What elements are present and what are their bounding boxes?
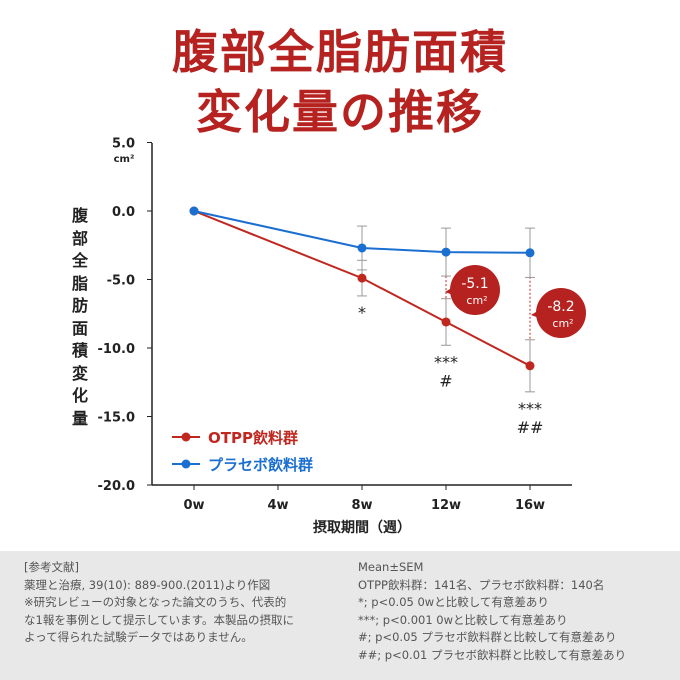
notes-right: Mean±SEM OTPP飲料群：141名、プラセボ飲料群：140名 *; p<0.… <box>358 559 626 664</box>
title-line2: 変化量の推移 <box>196 85 484 139</box>
significance-label: ## <box>517 418 544 437</box>
note-line: #; p<0.05 プラセボ飲料群と比較して有意差あり <box>358 630 617 644</box>
y-axis-label: 腹部全脂肪面積変化量 <box>71 206 88 428</box>
y-tick-label: -10.0 <box>98 342 135 357</box>
data-point <box>189 206 199 216</box>
legend-label: プラセボ飲料群 <box>208 456 313 474</box>
data-point <box>525 248 535 258</box>
y-tick-label: -20.0 <box>98 479 135 494</box>
callout-bubble <box>536 288 586 338</box>
chart: 5.0 0.0 -5.0 -10.0 -15.0 -20.0 cm² 0w 4w 8w 12w 16w… <box>98 137 586 536</box>
note-line: ※研究レビューの対象となった論文のうち、代表的 <box>24 595 287 609</box>
notes-panel: [参考文献] 薬理と治療, 39(10): 889-900.(2011)より作図 ※… <box>0 551 680 680</box>
y-unit: cm² <box>114 154 135 165</box>
callout-unit: cm² <box>552 317 573 330</box>
data-point <box>441 317 451 327</box>
note-line: よって得られた試験データではありません。 <box>24 630 253 644</box>
significance-label: * <box>358 303 366 322</box>
note-line: OTPP飲料群：141名、プラセボ飲料群：140名 <box>358 577 605 592</box>
note-line: ##; p<0.01 プラセボ飲料群と比較して有意差あり <box>358 647 627 662</box>
notes-left: [参考文献] 薬理と治療, 39(10): 889-900.(2011)より作図 ※… <box>24 559 294 647</box>
data-point <box>441 247 451 257</box>
x-tick-label: 12w <box>431 498 461 513</box>
legend-label: OTPP飲料群 <box>208 429 298 447</box>
data-point <box>525 361 535 371</box>
note-line: 薬理と治療, 39(10): 889-900.(2011)より作図 <box>24 577 271 592</box>
x-tick-label: 16w <box>515 498 545 513</box>
note-line: [参考文献] <box>24 560 79 574</box>
callout-value: -5.1 <box>461 276 488 292</box>
y-tick-label: -15.0 <box>98 411 135 426</box>
series-line <box>193 210 531 254</box>
y-tick-label: 5.0 <box>112 137 135 152</box>
legend-marker <box>181 459 191 469</box>
x-axis-label: 摂取期間（週） <box>313 519 411 536</box>
series-line <box>193 210 531 367</box>
callout-unit: cm² <box>466 294 487 307</box>
note-line: *; p<0.05 0wと比較して有意差あり <box>358 595 549 609</box>
note-line: ***; p<0.001 0wと比較して有意差あり <box>358 612 568 627</box>
y-tick-label: -5.0 <box>107 274 135 289</box>
callout-value: -8.2 <box>547 299 574 315</box>
callout-bubble <box>450 265 500 315</box>
significance-label: *** <box>518 399 542 418</box>
legend-marker <box>181 432 191 442</box>
y-tick-label: 0.0 <box>112 205 135 220</box>
x-tick-label: 0w <box>183 498 204 513</box>
note-line: な1報を事例として提示しています。本製品の摂取に <box>24 612 294 627</box>
title-line1: 腹部全脂肪面積 <box>172 25 508 79</box>
x-tick-label: 8w <box>351 498 372 513</box>
x-tick-label: 4w <box>267 498 288 513</box>
data-point <box>357 243 367 253</box>
data-point <box>357 273 367 283</box>
note-line: Mean±SEM <box>358 560 424 574</box>
significance-label: *** <box>434 352 458 371</box>
significance-label: # <box>439 371 452 390</box>
